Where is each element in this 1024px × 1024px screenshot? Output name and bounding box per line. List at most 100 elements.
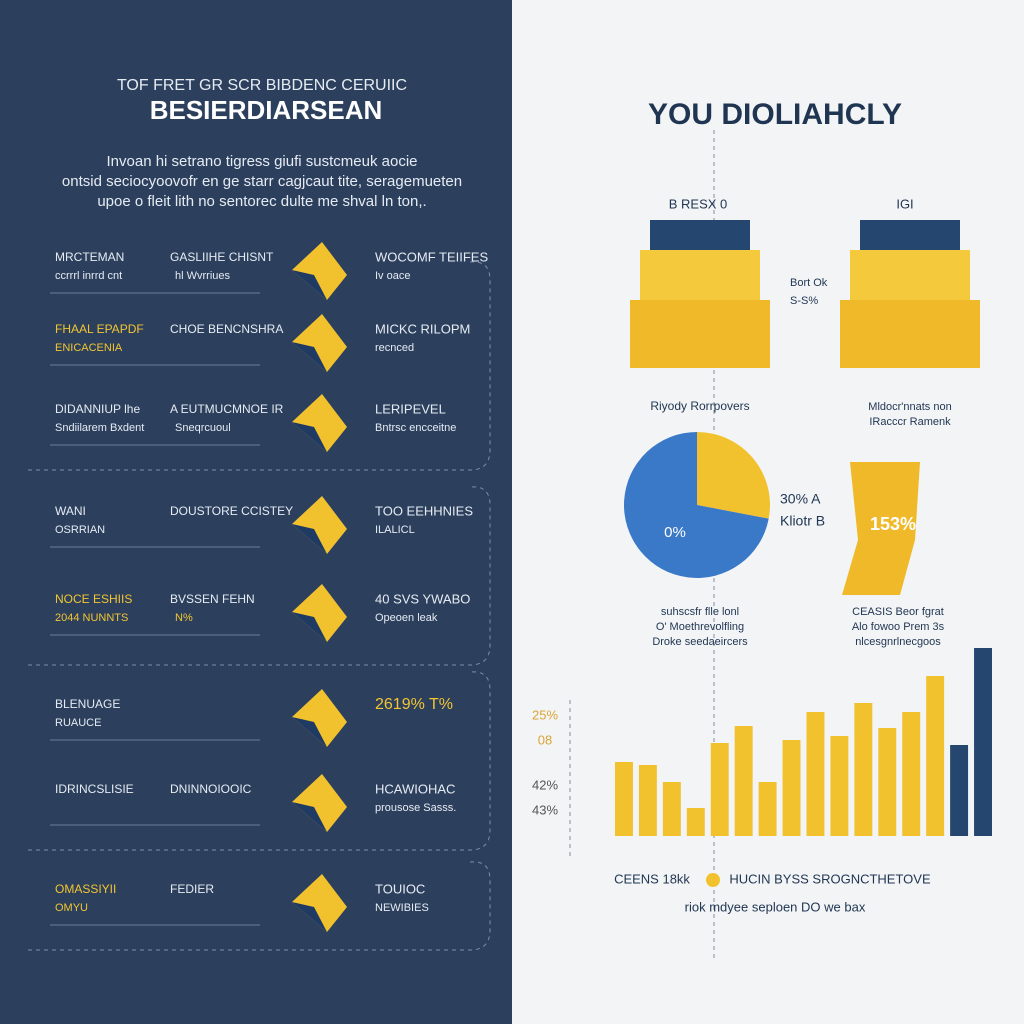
text: WANI	[55, 504, 86, 518]
block	[840, 300, 980, 368]
bar	[950, 745, 969, 836]
bar	[758, 782, 777, 836]
bar	[686, 808, 705, 836]
text: 08	[538, 732, 552, 747]
text: DNINNOIOOIC	[170, 782, 252, 796]
text: S-S%	[790, 295, 818, 307]
left-panel	[0, 0, 512, 1024]
text: Bntrsc encceitne	[375, 422, 456, 434]
text: 30% A	[780, 491, 821, 507]
text: 25%	[532, 707, 558, 722]
text: IRacccr Ramenk	[869, 416, 951, 428]
dot	[706, 873, 720, 887]
text: LERIPEVEL	[375, 401, 446, 416]
bar	[638, 765, 657, 836]
text: HCAWIOHAC	[375, 781, 455, 796]
text: Invoan hi setrano tigress giufi sustcmeu…	[107, 153, 418, 170]
text: 42%	[532, 777, 558, 792]
text: CHOE BENCNSHRA	[170, 322, 283, 336]
block-top	[650, 220, 750, 250]
gem	[292, 314, 347, 372]
bar	[902, 712, 921, 836]
block-top	[860, 220, 960, 250]
text: TOUIOC	[375, 881, 425, 896]
gem	[292, 394, 347, 452]
text: WOCOMF TEIIFES	[375, 249, 488, 264]
bar	[830, 736, 849, 836]
gem	[292, 584, 347, 642]
text: N%	[175, 612, 193, 624]
kicker: TOF FRET GR SCR BIBDENC CERUIIC	[117, 77, 407, 94]
text: O' Moethrevolfling	[656, 621, 744, 633]
gem	[292, 496, 347, 554]
text: 2619% T%	[375, 696, 453, 713]
block	[640, 250, 760, 300]
text: IDRINCSLISIE	[55, 782, 134, 796]
bar	[878, 728, 897, 836]
text: Mldocr'nnats non	[868, 401, 951, 413]
bar	[662, 782, 681, 836]
text: Sneqrcuoul	[175, 422, 231, 434]
text: OSRRIAN	[55, 524, 105, 536]
text: TOO EEHHNIES	[375, 503, 473, 518]
text: FEDIER	[170, 882, 214, 896]
pie-slice	[624, 432, 769, 578]
text: Iv oace	[375, 270, 410, 282]
text: NOCE ESHIIS	[55, 592, 132, 606]
text: IGI	[896, 196, 913, 211]
text: CEASIS Beor fgrat	[852, 606, 944, 618]
text: riok mdyee seploen DO we bax	[685, 899, 866, 914]
text: 2044 NUNNTS	[55, 612, 128, 624]
bar	[806, 712, 825, 836]
gem-shade	[292, 342, 327, 372]
text: Riyody Rorrpovers	[650, 399, 749, 413]
gem-shade	[292, 422, 327, 452]
bar	[854, 703, 873, 836]
text: prousose Sasss.	[375, 802, 456, 814]
text: MRCTEMAN	[55, 250, 124, 264]
text: 43%	[532, 802, 558, 817]
text: Kliotr B	[780, 513, 825, 529]
text: recnced	[375, 342, 414, 354]
gem	[292, 874, 347, 932]
text: FHAAL EPAPDF	[55, 322, 144, 336]
bar	[926, 676, 945, 836]
gem-shade	[292, 524, 327, 554]
text: 0%	[664, 524, 686, 541]
gem	[292, 689, 347, 747]
text: DIDANNIUP lhe	[55, 402, 140, 416]
right-title: YOU DIOLIAHCLY	[648, 98, 902, 131]
gem	[292, 774, 347, 832]
text: DOUSTORE CCISTEY	[170, 504, 293, 518]
tag	[842, 462, 920, 595]
text: Bort Ok	[790, 277, 828, 289]
text: upoe o fleit lith no sentorec dulte me s…	[97, 193, 426, 210]
text: GASLIIHE CHISNT	[170, 250, 274, 264]
text: ontsid seciocyoovofr en ge starr cagjcau…	[62, 173, 462, 190]
gem-shade	[292, 902, 327, 932]
text: ccrrrl inrrd cnt	[55, 270, 122, 282]
block	[850, 250, 970, 300]
pie-slice	[697, 432, 770, 519]
gem-shade	[292, 270, 327, 300]
gem-shade	[292, 802, 327, 832]
text: MICKC RILOPM	[375, 321, 470, 336]
bar	[782, 740, 801, 836]
gem-shade	[292, 612, 327, 642]
text: BLENUAGE	[55, 697, 120, 711]
bar	[734, 726, 753, 836]
text: hl Wvrriues	[175, 270, 231, 282]
text: OMYU	[55, 902, 88, 914]
text: nlcesgnrlnecgoos	[855, 636, 941, 648]
text: OMASSIYII	[55, 882, 116, 896]
text: RUAUCE	[55, 717, 101, 729]
bar	[615, 762, 633, 836]
text: Opeoen leak	[375, 612, 438, 624]
gem-shade	[292, 717, 327, 747]
text: Alo fowoo Prem 3s	[852, 621, 945, 633]
text: ILALICL	[375, 524, 415, 536]
block	[630, 300, 770, 368]
text: ENICACENIA	[55, 342, 123, 354]
